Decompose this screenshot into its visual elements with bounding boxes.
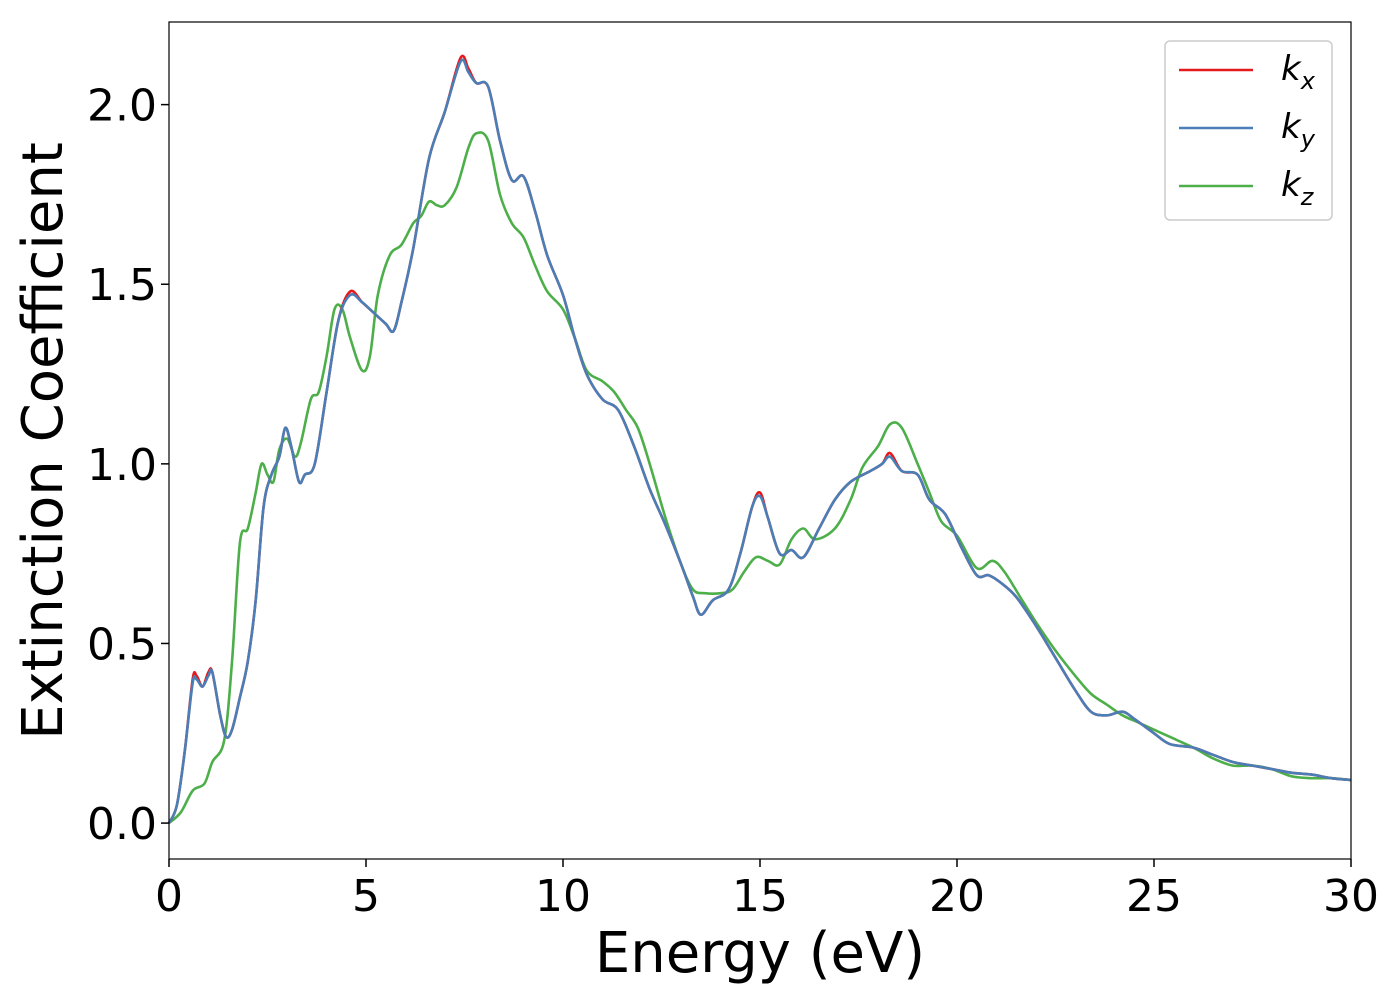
x-tick-label: 25: [1126, 871, 1182, 922]
legend-label-ky: ky: [1281, 107, 1316, 153]
legend-frame: [1164, 40, 1333, 221]
x-tick-label: 15: [732, 871, 788, 922]
x-tick-label: 0: [155, 871, 183, 922]
x-axis-ticks: 0 5 10 15 20 25 30: [155, 859, 1379, 922]
y-tick-label: 1.0: [87, 440, 157, 491]
x-tick-label: 5: [352, 871, 380, 922]
x-tick-label: 20: [929, 871, 985, 922]
y-tick-label: 0.5: [87, 619, 157, 670]
x-axis-label: Energy (eV): [595, 921, 925, 986]
x-tick-label: 30: [1323, 871, 1379, 922]
x-tick-label: 10: [535, 871, 591, 922]
series-line-ky: [167, 58, 1352, 824]
y-tick-label: 2.0: [87, 81, 157, 132]
y-axis-ticks: 0.0 0.5 1.0 1.5 2.0: [87, 81, 169, 850]
y-axis-label: Extinction Coefficient: [11, 142, 76, 740]
series-layer: [167, 54, 1352, 825]
series-line-kz: [168, 131, 1352, 825]
legend-label-kz: kz: [1281, 165, 1315, 211]
legend: kx ky kz: [1164, 40, 1333, 221]
y-tick-label: 0.0: [87, 799, 157, 850]
y-tick-label: 1.5: [87, 260, 157, 311]
legend-label-kx: kx: [1281, 49, 1316, 95]
plot-background: [169, 22, 1351, 859]
